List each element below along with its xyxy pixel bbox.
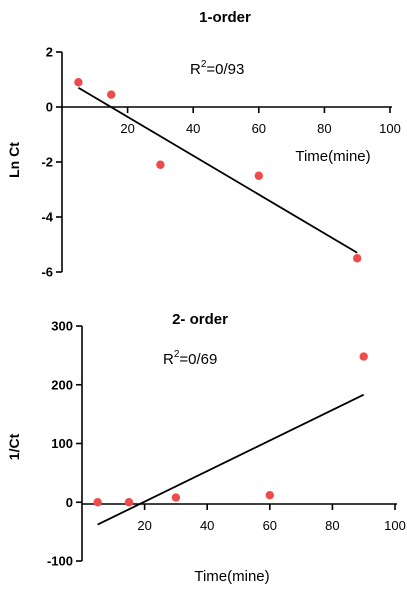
x-tick-label: 60 <box>263 518 277 533</box>
x-ticks: 20 40 60 80 100 <box>120 107 401 136</box>
y-tick-label: -2 <box>41 155 53 170</box>
x-tick-label: 100 <box>379 121 401 136</box>
chart-title: 2- order <box>172 311 228 328</box>
y-tick-label: 200 <box>51 377 73 392</box>
y-axis-label: 1/Ct <box>6 433 22 460</box>
x-ticks: 20 40 60 80 100 <box>137 504 406 533</box>
x-tick-label: 60 <box>252 121 266 136</box>
y-tick-label: 300 <box>51 319 73 334</box>
chart-title: 1-order <box>199 9 251 26</box>
x-tick-label: 20 <box>120 121 134 136</box>
data-point <box>265 491 274 500</box>
y-tick-label: -6 <box>41 265 53 280</box>
y-ticks: 300 200 100 0 -100 <box>47 319 82 569</box>
data-point <box>353 254 362 263</box>
y-tick-label: 0 <box>66 495 73 510</box>
data-point <box>359 352 368 361</box>
r-squared-annotation: R2=0/69 <box>163 349 217 368</box>
data-point <box>107 90 116 99</box>
data-point <box>156 160 165 169</box>
data-points <box>93 352 368 507</box>
y-axis-label: Ln Ct <box>6 142 22 178</box>
data-point <box>171 493 181 502</box>
data-point <box>93 498 102 507</box>
x-tick-label: 20 <box>137 518 151 533</box>
fit-line <box>97 393 365 526</box>
y-ticks: 2 0 -2 -4 -6 <box>41 45 62 280</box>
data-points <box>74 78 362 263</box>
chart-2-order: 2- order R2=0/69 1/Ct Time(mine) 3002001… <box>6 311 406 585</box>
fit-line <box>77 86 358 254</box>
data-point <box>124 498 134 507</box>
x-tick-label: 40 <box>200 518 214 533</box>
chart-1-order: 1-order R2=0/93 Ln Ct Time(mine) 20-2-4-… <box>6 9 401 280</box>
r-squared-annotation: R2=0/93 <box>190 59 244 78</box>
y-tick-label: -4 <box>41 210 53 225</box>
x-tick-label: 80 <box>325 518 339 533</box>
x-tick-label: 100 <box>384 518 406 533</box>
y-tick-label: 0 <box>46 100 53 115</box>
data-point <box>74 78 83 87</box>
y-tick-label: 100 <box>51 436 73 451</box>
data-point <box>254 171 263 180</box>
x-axis-label: Time(mine) <box>295 148 370 165</box>
x-tick-label: 40 <box>186 121 200 136</box>
y-tick-label: 2 <box>46 45 53 60</box>
x-axis-label: Time(mine) <box>194 568 269 584</box>
y-tick-label: -100 <box>47 554 73 569</box>
x-tick-label: 80 <box>317 121 331 136</box>
